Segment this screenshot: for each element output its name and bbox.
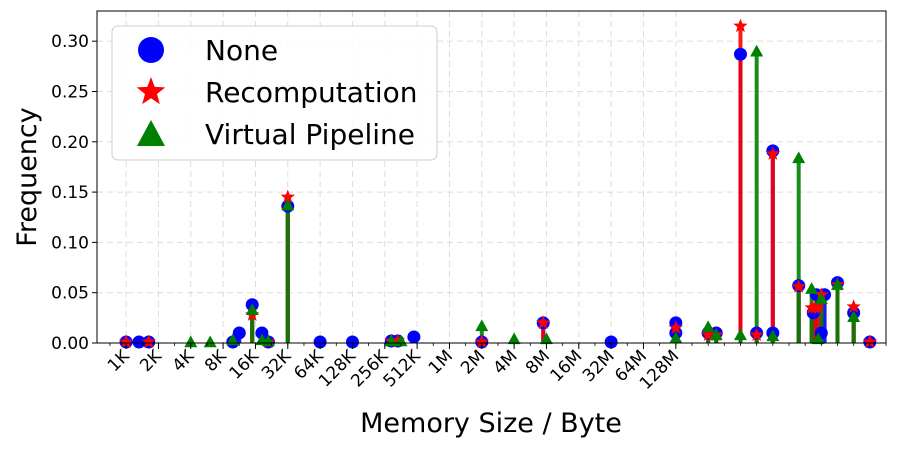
legend-label-recomputation: Recomputation xyxy=(205,76,418,109)
point-recomputation xyxy=(536,315,551,329)
x-tick-label: 16K xyxy=(226,346,264,384)
legend-marker-none xyxy=(138,37,164,63)
point-recomputation xyxy=(733,18,748,33)
point-virtual-pipeline xyxy=(245,303,259,315)
point-none xyxy=(255,326,269,340)
point-virtual-pipeline xyxy=(750,44,764,57)
x-tick-label: 32M xyxy=(579,346,619,386)
x-tick-label: 32K xyxy=(258,346,296,384)
point-none xyxy=(232,326,246,340)
point-virtual-pipeline xyxy=(184,335,198,348)
y-axis-label: Frequency xyxy=(12,107,43,247)
point-recomputation xyxy=(141,334,156,349)
x-axis-label: Memory Size / Byte xyxy=(360,408,622,439)
point-virtual-pipeline xyxy=(766,329,780,342)
plot-frame xyxy=(96,10,887,344)
point-recomputation xyxy=(118,334,134,349)
point-virtual-pipeline xyxy=(475,319,489,332)
point-virtual-pipeline xyxy=(709,328,723,341)
x-tick-label: 512K xyxy=(380,346,426,392)
markers-layer xyxy=(118,18,877,349)
point-virtual-pipeline xyxy=(814,292,828,304)
point-recomputation xyxy=(749,327,764,342)
x-tick-label: 16M xyxy=(547,346,587,386)
legend-marker-recomputation xyxy=(136,77,166,105)
point-virtual-pipeline xyxy=(830,278,844,290)
legend-marker-virtual-pipeline xyxy=(137,120,165,146)
point-none xyxy=(733,47,747,61)
y-tick-label: 0.25 xyxy=(51,82,89,102)
y-tick-label: 0.05 xyxy=(51,284,89,304)
point-none xyxy=(313,335,327,349)
point-none xyxy=(407,330,421,344)
point-virtual-pipeline xyxy=(281,198,295,211)
point-recomputation xyxy=(791,279,806,293)
point-virtual-pipeline xyxy=(701,320,715,333)
x-tick-label: 1M xyxy=(425,346,457,378)
point-virtual-pipeline xyxy=(507,332,521,345)
point-recomputation xyxy=(701,327,716,342)
point-virtual-pipeline xyxy=(733,328,747,341)
point-virtual-pipeline xyxy=(792,151,806,164)
x-tick-label: 4M xyxy=(490,346,522,378)
point-virtual-pipeline xyxy=(203,335,217,348)
legend: None Recomputation Virtual Pipeline xyxy=(111,25,438,161)
x-tick-label: 2K xyxy=(136,346,166,376)
y-tick-label: 0.30 xyxy=(51,32,89,52)
point-virtual-pipeline xyxy=(669,331,683,344)
point-none xyxy=(345,335,359,349)
point-recomputation xyxy=(810,300,826,314)
point-virtual-pipeline xyxy=(539,332,553,345)
legend-label-none: None xyxy=(205,34,278,67)
x-tick-label: 1K xyxy=(104,346,134,376)
point-recomputation xyxy=(280,189,295,204)
point-virtual-pipeline xyxy=(805,282,819,294)
point-virtual-pipeline xyxy=(847,310,861,323)
x-tick-label: 2M xyxy=(457,346,489,378)
point-recomputation xyxy=(862,334,877,349)
y-tick-label: 0.10 xyxy=(51,233,89,253)
point-recomputation xyxy=(668,320,683,334)
y-tick-label: 0.15 xyxy=(51,183,89,203)
point-none xyxy=(604,335,618,349)
point-recomputation xyxy=(765,146,780,160)
legend-box xyxy=(111,25,438,161)
y-tick-label: 0.20 xyxy=(51,133,89,153)
x-tick-label: 4K xyxy=(169,346,199,376)
legend-label-virtual-pipeline: Virtual Pipeline xyxy=(205,118,415,151)
y-tick-label: 0.00 xyxy=(51,334,89,354)
point-recomputation xyxy=(390,333,405,348)
point-virtual-pipeline xyxy=(226,333,240,346)
point-recomputation xyxy=(846,299,861,313)
point-recomputation xyxy=(474,334,489,349)
point-virtual-pipeline xyxy=(811,332,825,345)
